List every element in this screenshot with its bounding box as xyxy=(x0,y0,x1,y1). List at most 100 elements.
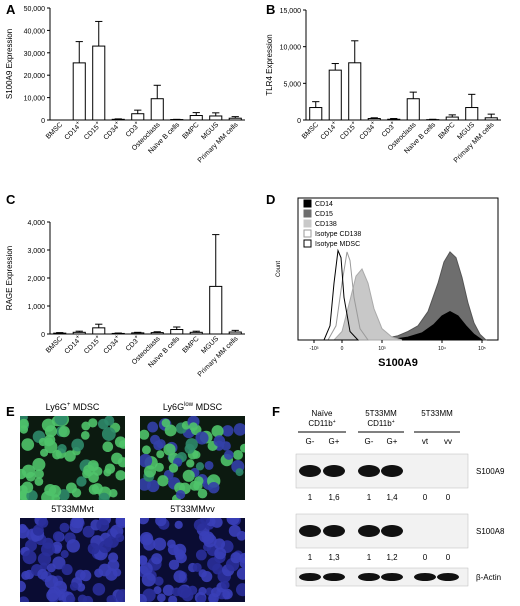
x-tick-label: CD34+ xyxy=(357,120,379,142)
cell xyxy=(226,518,240,526)
cell xyxy=(210,587,221,598)
legend-label: CD15 xyxy=(315,211,333,218)
cell xyxy=(44,575,59,589)
cell xyxy=(185,438,198,451)
cell xyxy=(52,556,66,570)
cell xyxy=(189,422,198,432)
cell xyxy=(157,593,166,602)
cell xyxy=(175,489,186,500)
blot-quantification: 0 xyxy=(423,553,428,562)
micrograph-green-stain xyxy=(140,416,245,500)
cell xyxy=(156,450,165,459)
cell xyxy=(103,468,112,477)
blot-band xyxy=(323,573,345,581)
cell xyxy=(20,418,29,429)
blot-band xyxy=(323,525,345,537)
cell xyxy=(174,549,185,560)
y-tick-label: 10,000 xyxy=(280,45,302,52)
cell xyxy=(37,568,48,580)
blot-band xyxy=(381,573,403,581)
bar xyxy=(131,332,145,335)
blot-quantification: 0 xyxy=(446,493,451,502)
cell xyxy=(20,596,30,602)
blot-quantification: 1,6 xyxy=(328,493,340,502)
cell xyxy=(69,582,79,591)
cell xyxy=(22,550,37,565)
cell xyxy=(71,438,85,452)
bar xyxy=(72,62,86,121)
cell xyxy=(141,445,151,455)
cell xyxy=(207,481,220,494)
x-tick-label: CD34+ xyxy=(101,120,123,142)
cell xyxy=(140,429,150,440)
cell xyxy=(233,449,243,460)
cell xyxy=(65,594,76,602)
cell xyxy=(140,593,147,602)
cell xyxy=(156,439,166,449)
cell xyxy=(211,518,223,528)
cell xyxy=(173,570,187,583)
lane-label: G+ xyxy=(329,437,340,446)
cell xyxy=(77,594,88,602)
cell xyxy=(96,518,110,532)
cell xyxy=(195,462,205,471)
cell xyxy=(198,587,207,596)
bar xyxy=(111,118,125,121)
cell xyxy=(31,533,40,542)
lane-label: vt xyxy=(422,437,429,446)
cell xyxy=(143,465,157,478)
x-tick-label: 0 xyxy=(341,346,344,352)
cell xyxy=(107,559,120,572)
legend-swatch xyxy=(303,239,312,248)
legend-label: CD14 xyxy=(315,201,333,208)
x-tick-label: BMSC xyxy=(45,335,64,354)
y-tick-label: 2,000 xyxy=(27,276,45,283)
legend-label: CD138 xyxy=(315,221,337,228)
blot-band xyxy=(358,465,380,477)
cell xyxy=(240,443,245,453)
cell xyxy=(157,475,169,487)
cell xyxy=(147,421,159,433)
y-tick-label: 20,000 xyxy=(24,73,46,80)
cell xyxy=(200,518,211,525)
cell xyxy=(21,438,35,451)
blot-label: S100A9 xyxy=(476,467,505,476)
cell xyxy=(106,594,117,602)
cell xyxy=(201,570,213,583)
bar xyxy=(406,98,420,121)
micrograph-grid: Ly6G+ MDSC Ly6Glow MDSC 5T33MMvt 5T33MMvv xyxy=(20,402,260,602)
x-tick-label: CD14+ xyxy=(62,334,84,356)
cell xyxy=(161,418,171,428)
y-axis-label: S100A9 Expression xyxy=(5,29,14,99)
y-tick-label: 4,000 xyxy=(27,220,45,227)
x-tick-label: CD3+ xyxy=(379,120,398,139)
cell xyxy=(213,538,226,550)
group-label: Naïve xyxy=(312,409,333,418)
cell xyxy=(115,470,125,481)
cell xyxy=(182,469,195,482)
x-tick-label: CD15+ xyxy=(82,334,104,356)
blot-quantification: 0 xyxy=(423,493,428,502)
panel-letter-b: B xyxy=(266,2,276,17)
cell xyxy=(194,476,204,486)
blot-band xyxy=(358,525,380,537)
cell xyxy=(174,520,183,529)
cell xyxy=(111,452,123,465)
cell xyxy=(71,488,82,498)
cell xyxy=(66,539,80,553)
cell xyxy=(140,562,153,576)
cell xyxy=(88,484,100,495)
series-isotype-mdsc xyxy=(323,248,360,341)
cell xyxy=(140,453,153,468)
cell xyxy=(192,562,202,572)
bar xyxy=(228,117,242,121)
y-tick-label: 5,000 xyxy=(283,81,301,88)
cell xyxy=(93,466,103,476)
bar xyxy=(228,331,242,335)
cell xyxy=(197,594,206,602)
cell xyxy=(235,583,245,597)
x-tick-label: BMSC xyxy=(45,121,64,140)
cell xyxy=(20,492,29,500)
cell xyxy=(41,542,55,557)
panel-letter-a: A xyxy=(6,2,16,17)
